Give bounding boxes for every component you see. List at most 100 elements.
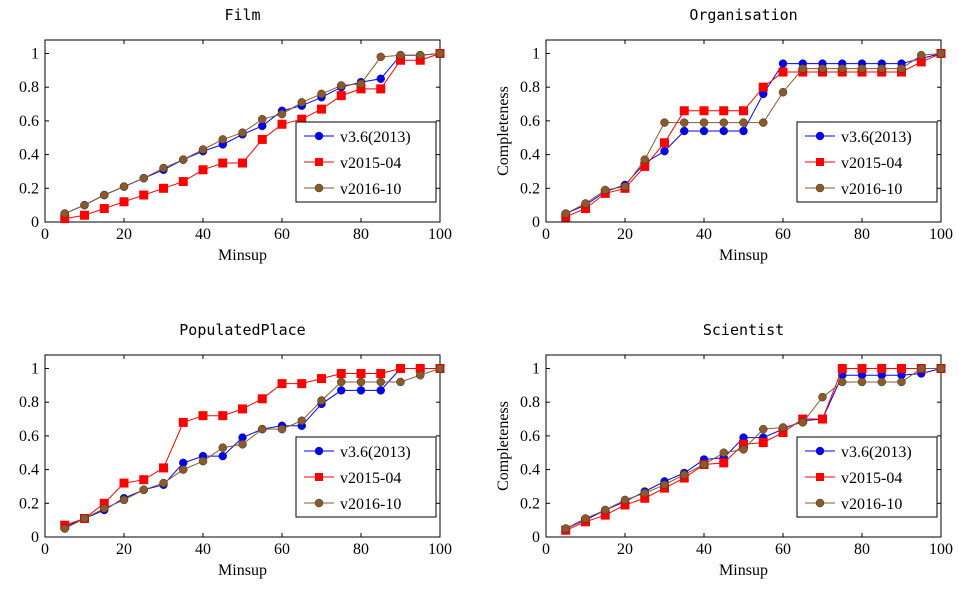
plot-frame bbox=[545, 39, 942, 223]
x-tick-label: 60 bbox=[274, 226, 290, 243]
legend-label: v2015-04 bbox=[340, 155, 401, 172]
data-point bbox=[376, 377, 385, 387]
data-point bbox=[679, 106, 689, 116]
data-point bbox=[218, 135, 227, 144]
data-point bbox=[80, 514, 89, 523]
data-point bbox=[119, 478, 129, 488]
x-tick-label: 100 bbox=[428, 226, 452, 243]
data-point bbox=[238, 158, 247, 168]
x-tick-label: 20 bbox=[617, 226, 633, 243]
data-point bbox=[561, 209, 570, 218]
data-point bbox=[936, 49, 946, 58]
data-point bbox=[719, 448, 728, 457]
data-point bbox=[778, 59, 788, 68]
data-point bbox=[356, 369, 366, 379]
series-v2016-10 bbox=[561, 49, 946, 218]
data-point bbox=[317, 104, 326, 114]
data-point bbox=[277, 424, 287, 434]
data-point bbox=[119, 182, 129, 191]
data-point bbox=[258, 424, 267, 434]
data-point bbox=[561, 524, 570, 533]
x-tick-label: 0 bbox=[41, 541, 49, 558]
x-tick-label: 60 bbox=[775, 226, 791, 243]
x-tick-label: 80 bbox=[854, 226, 870, 243]
data-point bbox=[917, 364, 926, 373]
legend-label: v2016-10 bbox=[841, 181, 902, 198]
data-point bbox=[159, 183, 168, 193]
data-point bbox=[660, 480, 669, 490]
y-tick-label: 0 bbox=[532, 214, 540, 231]
data-point bbox=[581, 514, 590, 523]
data-point bbox=[739, 118, 748, 127]
x-tick-label: 40 bbox=[696, 541, 712, 558]
data-point bbox=[739, 126, 748, 136]
legend-label: v3.6(2013) bbox=[340, 129, 411, 146]
x-tick-label: 20 bbox=[116, 541, 132, 558]
y-tick-label: 0.2 bbox=[520, 180, 540, 197]
legend-marker bbox=[815, 446, 825, 456]
legend-marker bbox=[315, 158, 323, 166]
data-point bbox=[376, 369, 386, 379]
x-tick-label: 20 bbox=[617, 541, 633, 558]
data-point bbox=[337, 386, 346, 395]
data-point bbox=[778, 67, 788, 77]
data-point bbox=[277, 109, 287, 119]
x-tick-label: 80 bbox=[353, 541, 369, 558]
legend-marker bbox=[816, 158, 824, 166]
data-point bbox=[818, 64, 827, 73]
x-tick-label: 40 bbox=[696, 226, 712, 243]
x-tick-label: 60 bbox=[274, 541, 290, 558]
x-tick-label: 80 bbox=[353, 226, 369, 243]
data-point bbox=[680, 126, 689, 136]
data-point bbox=[356, 79, 366, 89]
data-point bbox=[897, 64, 906, 73]
data-point bbox=[337, 377, 346, 387]
data-point bbox=[198, 145, 208, 154]
data-point bbox=[857, 64, 867, 73]
data-point bbox=[198, 411, 208, 421]
data-point bbox=[119, 197, 129, 207]
plot-frame bbox=[44, 354, 441, 538]
data-point bbox=[376, 84, 386, 94]
y-tick-label: 1 bbox=[31, 45, 39, 62]
data-point bbox=[660, 118, 669, 127]
data-point bbox=[257, 394, 267, 404]
data-point bbox=[297, 98, 306, 107]
data-point bbox=[699, 460, 709, 469]
data-point bbox=[660, 138, 669, 148]
y-tick-label: 0.2 bbox=[19, 180, 39, 197]
data-point bbox=[857, 363, 867, 373]
series-v2015-04 bbox=[60, 363, 445, 530]
legend-label: v2015-04 bbox=[841, 470, 902, 487]
y-tick-label: 0 bbox=[532, 529, 540, 546]
data-point bbox=[416, 50, 425, 60]
data-point bbox=[139, 173, 148, 183]
data-point bbox=[198, 165, 208, 175]
data-point bbox=[877, 363, 887, 373]
data-point bbox=[376, 386, 385, 395]
y-tick-label: 1 bbox=[532, 45, 540, 62]
data-point bbox=[897, 363, 906, 373]
data-point bbox=[297, 379, 307, 389]
data-point bbox=[376, 52, 385, 62]
legend-label: v2016-10 bbox=[340, 496, 401, 513]
data-point bbox=[601, 505, 610, 515]
chart-panel-1: Film 0 20 40 60 80 100 0 0.2 0.4 0.6 0.8 1 Minsup v3.6… bbox=[19, 6, 452, 264]
data-point bbox=[119, 495, 129, 505]
legend-marker bbox=[314, 183, 324, 193]
data-point bbox=[179, 155, 188, 164]
data-point bbox=[897, 377, 906, 387]
data-point bbox=[857, 377, 867, 387]
data-point bbox=[99, 204, 109, 214]
data-point bbox=[336, 369, 346, 379]
y-axis-label: Completeness bbox=[495, 401, 512, 491]
data-point bbox=[277, 119, 287, 129]
data-point bbox=[759, 118, 768, 127]
data-point bbox=[80, 210, 89, 220]
data-point bbox=[837, 363, 847, 373]
data-point bbox=[297, 416, 306, 425]
x-tick-label: 80 bbox=[854, 541, 870, 558]
legend-marker bbox=[314, 446, 324, 456]
x-tick-label: 100 bbox=[929, 541, 953, 558]
